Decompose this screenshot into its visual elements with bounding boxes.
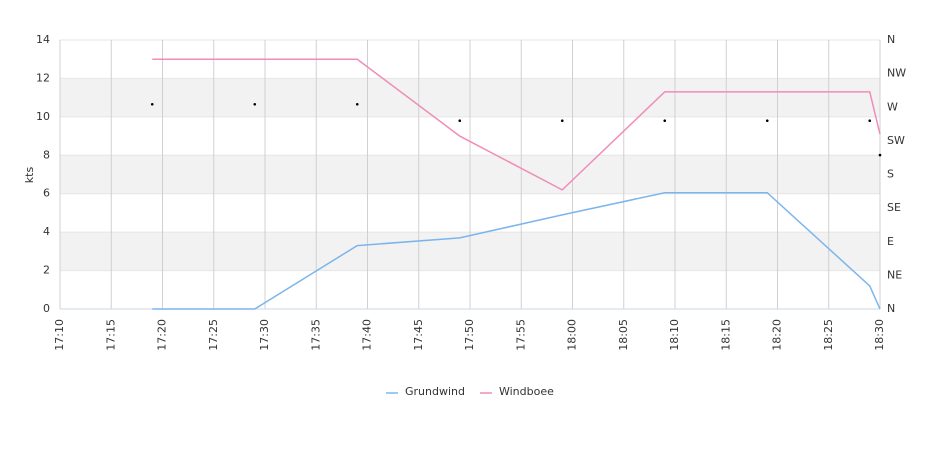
x-tick-label: 18:20 [771,319,784,351]
y-tick-label: 6 [43,187,50,200]
series-line [152,192,881,310]
x-tick-label: 17:15 [104,319,117,351]
direction-dot [560,119,564,122]
direction-dot [765,119,769,122]
y-tick-label: 10 [36,110,50,123]
y-tick-label: 2 [43,264,50,277]
x-tick-label: 18:30 [873,319,886,351]
legend-label: Grundwind [405,385,465,398]
direction-dot [878,153,882,157]
y2-tick-label: N [887,33,895,46]
direction-dot [458,119,462,122]
y-axis-label: kts [23,167,36,184]
y2-tick-label: SE [887,201,901,214]
x-tick-label: 18:05 [617,319,630,351]
x-tick-label: 18:10 [668,319,681,351]
direction-dot [150,102,154,106]
x-tick-label: 17:50 [463,319,476,351]
x-tick-label: 17:10 [53,319,66,351]
x-tick-label: 17:30 [258,319,271,351]
x-tick-label: 17:25 [207,319,220,351]
legend-label: Windboee [499,385,554,398]
y2-tick-label: SW [887,134,905,147]
y2-tick-label: W [887,100,898,113]
x-tick-label: 18:25 [822,319,835,351]
direction-dot [355,102,359,106]
direction-dot [663,119,667,122]
direction-dot [868,119,872,122]
y-tick-label: 4 [43,225,50,238]
x-tick-label: 17:40 [361,319,374,351]
y-tick-label: 14 [36,33,50,46]
y-tick-label: 8 [43,148,50,161]
y2-tick-label: NE [887,268,902,281]
y2-tick-label: NW [887,67,906,80]
y2-tick-label: E [887,235,894,248]
legend-item[interactable]: Windboee [479,385,554,398]
y-tick-label: 12 [36,71,50,84]
y2-tick-label: N [887,302,895,315]
direction-dot [253,102,257,106]
y2-tick-label: S [887,168,894,181]
x-tick-label: 17:45 [412,319,425,351]
x-tick-label: 18:00 [566,319,579,351]
y-tick-label: 0 [43,302,50,315]
x-tick-label: 17:20 [156,319,169,351]
x-tick-label: 17:55 [514,319,527,351]
x-tick-label: 18:15 [719,319,732,351]
series-line [152,58,881,191]
legend-item[interactable]: Grundwind [386,385,465,398]
x-tick-label: 17:35 [309,319,322,351]
